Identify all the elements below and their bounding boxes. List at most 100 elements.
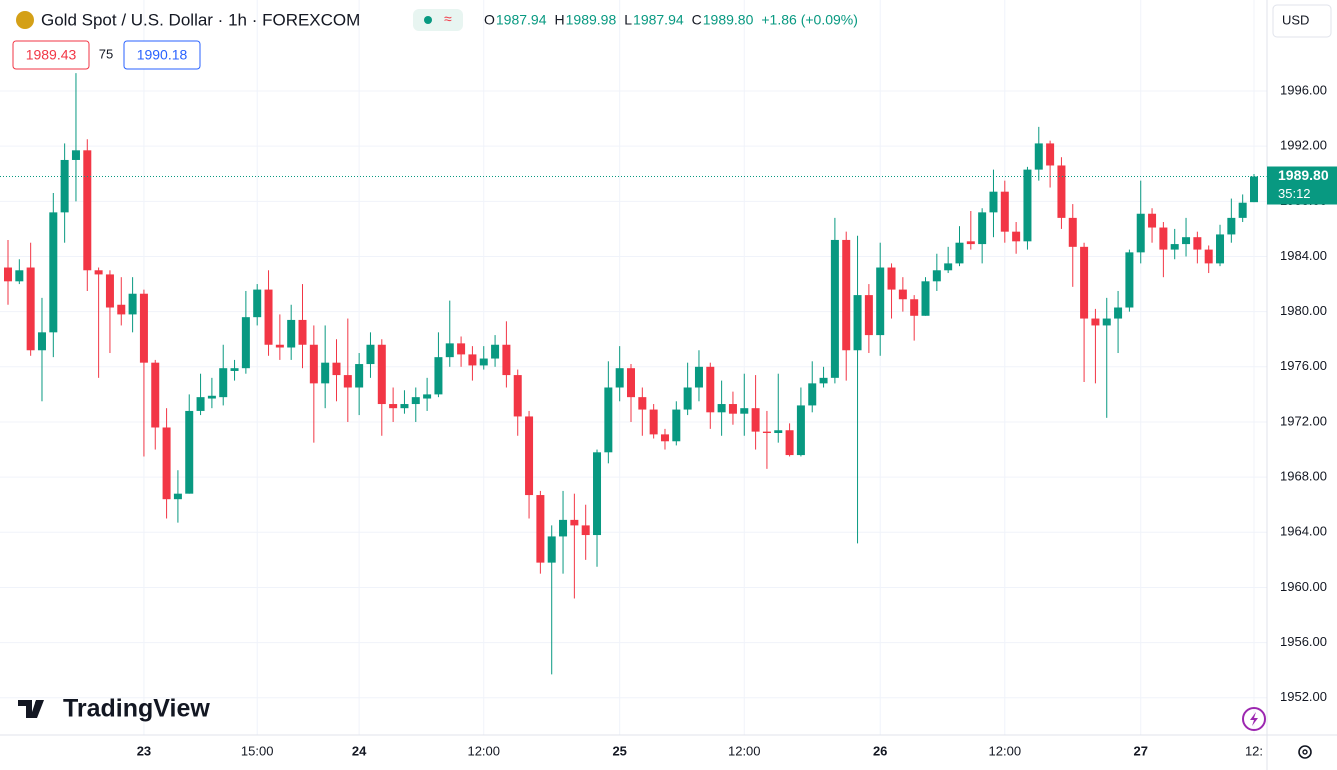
candle-body — [559, 519, 568, 537]
candle-body — [468, 354, 477, 366]
settings-button[interactable] — [1298, 745, 1312, 759]
candle-body — [1023, 169, 1032, 242]
status-dot — [424, 16, 432, 24]
candle-body — [796, 405, 805, 456]
candle-body — [615, 368, 624, 388]
candle-body — [445, 343, 454, 358]
candle-body — [593, 452, 602, 536]
candle-body — [864, 295, 873, 336]
x-tick-label: 27 — [1133, 743, 1147, 758]
ohlc-label: L — [624, 12, 632, 28]
candle-body — [1227, 217, 1236, 235]
candle-body — [1170, 244, 1179, 250]
bid-box[interactable] — [12, 40, 90, 70]
candle-body — [717, 404, 726, 413]
candle-body — [808, 383, 817, 406]
axes: 1952.00 1956.00 1960.00 1964.00 1968.00 1972.… — [137, 82, 1337, 758]
candle-body — [332, 362, 341, 376]
candle-body — [876, 267, 885, 336]
candle-body — [1091, 318, 1100, 326]
candle-body — [1204, 249, 1213, 264]
candle-body — [207, 395, 216, 399]
y-tick-label: 1996.00 — [1280, 82, 1327, 97]
candle-body — [1216, 234, 1225, 264]
candle-body — [1125, 252, 1134, 308]
candle-body — [434, 357, 443, 395]
x-tick-label: 25 — [612, 743, 626, 758]
candle-body — [1250, 176, 1258, 203]
y-tick-label: 1964.00 — [1280, 524, 1327, 539]
candle-body — [355, 364, 364, 388]
candle-body — [1238, 202, 1247, 218]
candle-body — [830, 239, 839, 378]
candle-body — [343, 375, 352, 388]
candle-body — [683, 387, 692, 410]
candle-body — [4, 267, 12, 282]
candle-body — [921, 281, 930, 316]
candle-body — [1159, 227, 1168, 250]
candle-body — [1046, 143, 1055, 166]
candle-body — [173, 493, 182, 500]
candle-body — [1148, 213, 1157, 228]
spread: 75 — [99, 46, 113, 61]
candle-body — [366, 344, 375, 365]
candle-body — [185, 410, 194, 494]
candle-body — [898, 289, 907, 300]
change: +1.86 (+0.09%) — [761, 12, 858, 28]
candle-body — [117, 304, 126, 315]
candle-body — [502, 344, 511, 376]
candle-body — [298, 319, 307, 345]
candle-body — [1080, 246, 1089, 319]
candle-body — [1012, 231, 1021, 242]
candle-body — [26, 267, 35, 351]
candle-body — [400, 404, 409, 409]
ohlc-legend: O 1987.94 H 1989.98 L 1987.94 C 1989.80 +1.86 (+… — [484, 12, 858, 28]
candle-body — [230, 368, 239, 371]
candle-body — [1114, 307, 1123, 319]
candle-body — [627, 368, 635, 398]
candle-body — [604, 387, 613, 453]
candle-body — [94, 270, 103, 275]
candle-body — [1193, 237, 1202, 250]
candle-body — [15, 270, 24, 282]
candle-body — [423, 394, 432, 399]
candle-body — [83, 150, 92, 271]
candle-body — [49, 212, 58, 333]
candle-body — [241, 317, 250, 369]
settings-icon — [1302, 749, 1308, 755]
candle-body — [762, 431, 771, 434]
last-price-label: 1989.80 — [1278, 167, 1329, 183]
candle-body — [1000, 191, 1009, 232]
candle-body — [37, 332, 46, 351]
ask: 1990.18 — [137, 47, 188, 63]
candle-body — [694, 366, 703, 388]
candle-body — [457, 343, 466, 355]
candle-body — [944, 263, 953, 271]
candle-body — [978, 212, 987, 245]
x-tick-label: 26 — [873, 743, 887, 758]
y-tick-label: 1972.00 — [1280, 413, 1327, 428]
candle-body — [60, 159, 69, 213]
y-tick-label: 1976.00 — [1280, 358, 1327, 373]
candle-body — [139, 293, 148, 363]
x-tick-label: 15:00 — [241, 743, 274, 758]
status-pill[interactable] — [413, 9, 463, 31]
ohlc-value: 1989.98 — [566, 12, 617, 28]
currency-button[interactable] — [1272, 4, 1332, 38]
candle-body — [751, 408, 760, 432]
candle-body — [264, 289, 273, 345]
candle-body — [785, 430, 794, 456]
candle-body — [887, 267, 896, 290]
candle-body — [955, 242, 964, 264]
x-tick-label: 12:00 — [989, 743, 1022, 758]
y-tick-label: 1968.00 — [1280, 469, 1327, 484]
lightning-button[interactable] — [1242, 707, 1266, 731]
candle-body — [740, 408, 749, 414]
x-tick-label: 12: — [1245, 743, 1263, 758]
ohlc-label: O — [484, 12, 495, 28]
candle-body — [1182, 237, 1191, 245]
x-tick-label: 12:00 — [467, 743, 500, 758]
ask-box[interactable] — [123, 40, 201, 70]
candle-body — [1136, 213, 1145, 253]
